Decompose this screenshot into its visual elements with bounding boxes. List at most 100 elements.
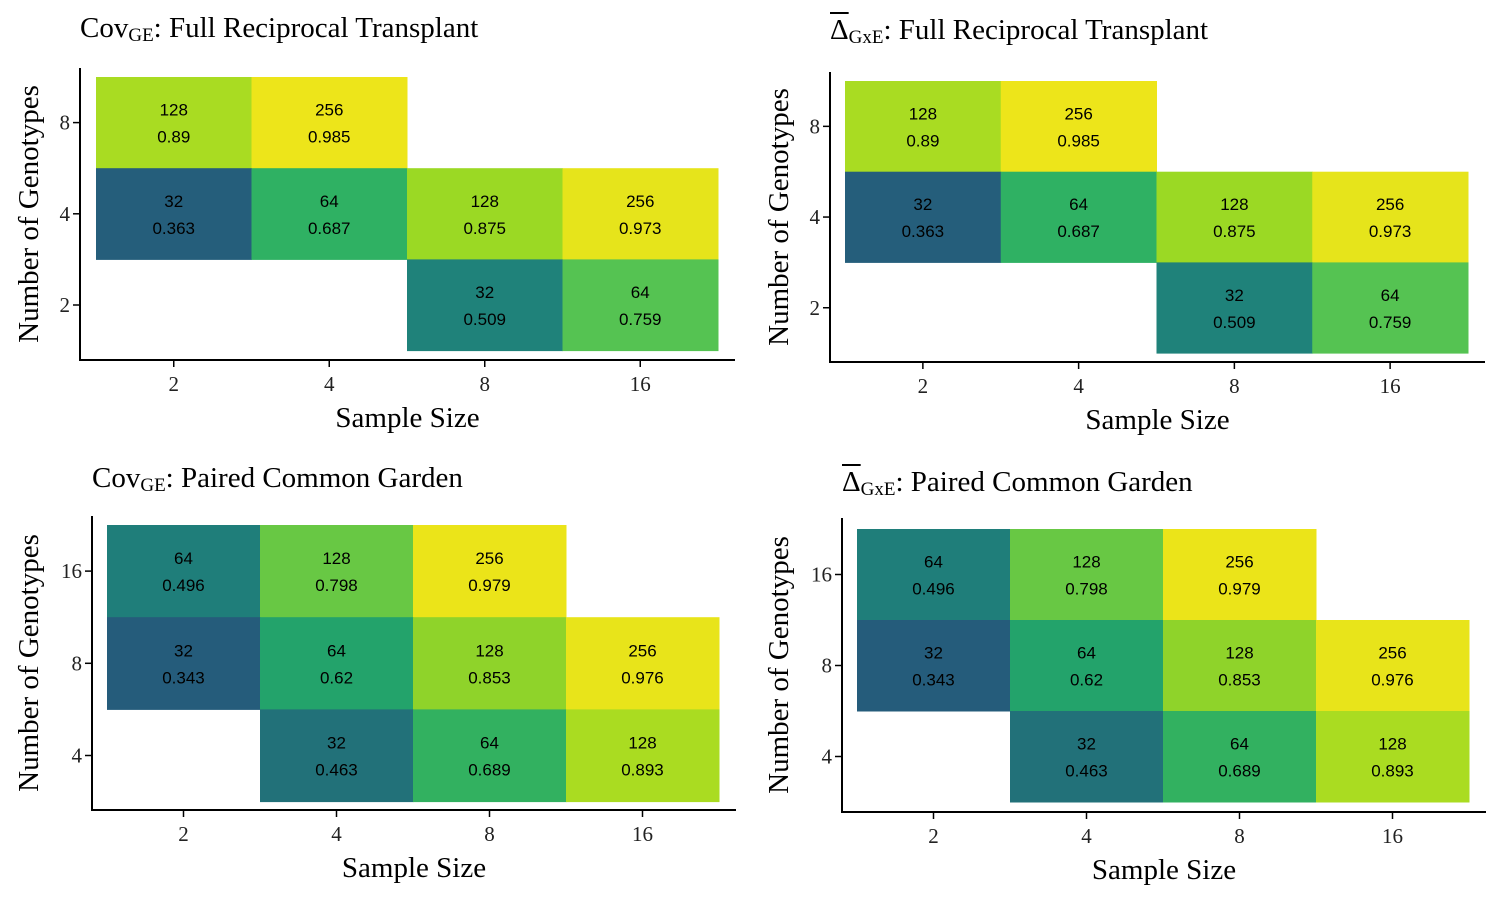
cell-power-value: 0.62 [1070,671,1103,690]
panel-4-title-rest: : Paired Common Garden [895,466,1193,498]
cell-sample-count: 64 [1230,735,1249,754]
heatmap-cell [845,81,1002,173]
cell-power-value: 0.853 [468,668,511,687]
cell-sample-count: 128 [322,549,350,568]
heatmap-cell [413,525,567,618]
heatmap-cell [1000,171,1157,263]
x-axis-title: Sample Size [342,852,486,884]
cell-sample-count: 32 [924,644,943,663]
panel-4-heatmap: 64 0.496 128 0.798 256 0.979 32 0.343 64 0.62 128 0… [763,518,1486,886]
heatmap-cell [1010,711,1164,803]
cell-power-value: 0.687 [308,219,351,238]
cell-sample-count: 128 [475,641,503,660]
x-axis-title: Sample Size [335,402,479,434]
panel-2-title: ΔGxE: Full Reciprocal Transplant [830,14,1209,48]
x-tick-label: 16 [1382,824,1403,848]
y-axis-title: Number of Genotypes [763,88,795,346]
panel-2-heatmap: 128 0.89 256 0.985 32 0.363 64 0.687 128 0.875 256… [763,72,1485,436]
panel-3-title: CovGE: Paired Common Garden [92,462,463,496]
cell-power-value: 0.973 [1369,222,1412,241]
panel-3-heatmap: 64 0.496 128 0.798 256 0.979 32 0.343 64 0.62 128 0… [13,516,736,884]
x-tick-label: 16 [630,372,651,396]
cell-sample-count: 64 [924,553,943,572]
heatmap-cell [1163,711,1317,803]
cell-sample-count: 64 [327,641,346,660]
y-tick-label: 8 [60,111,71,135]
heatmap-cell [407,259,563,352]
cell-sample-count: 64 [1077,644,1096,663]
heatmap-cell [1163,620,1317,712]
cell-sample-count: 64 [480,734,499,753]
cell-sample-count: 128 [1220,195,1248,214]
cell-sample-count: 128 [1378,735,1406,754]
heatmap-cell [857,620,1011,712]
panel-3-title-rest: : Paired Common Garden [165,462,463,494]
cell-sample-count: 32 [174,641,193,660]
panel-2-title-rest: : Full Reciprocal Transplant [883,14,1209,46]
heatmap-cell [251,77,408,169]
panel-3-title-main: Cov [92,462,141,494]
cell-sample-count: 128 [471,192,499,211]
cell-power-value: 0.463 [315,761,358,780]
cell-sample-count: 256 [1225,553,1253,572]
cell-sample-count: 64 [1381,286,1400,305]
x-tick-label: 2 [169,372,180,396]
y-axis-title: Number of Genotypes [763,536,795,794]
cell-sample-count: 256 [1376,195,1404,214]
cell-power-value: 0.976 [621,668,664,687]
cell-power-value: 0.759 [619,310,662,329]
cell-sample-count: 256 [628,641,656,660]
x-tick-label: 2 [918,374,929,398]
cell-power-value: 0.689 [468,761,511,780]
cell-power-value: 0.979 [468,576,511,595]
cell-sample-count: 32 [327,734,346,753]
cell-sample-count: 256 [1378,644,1406,663]
cell-power-value: 0.875 [1213,222,1256,241]
heatmap-cell [96,77,252,169]
heatmap-cell [96,168,252,260]
cell-power-value: 0.62 [320,668,353,687]
cell-power-value: 0.509 [463,310,506,329]
cell-power-value: 0.893 [1371,762,1414,781]
cell-power-value: 0.463 [1065,762,1108,781]
y-tick-label: 16 [61,559,82,583]
heatmap-cell [1156,171,1313,263]
heatmap-cell [260,525,414,618]
heatmap-cell [107,525,261,618]
x-axis-title: Sample Size [1085,404,1229,436]
cell-sample-count: 32 [1077,735,1096,754]
heatmap-cell [1156,262,1313,354]
panel-1-title-main: Cov [80,12,129,44]
cell-power-value: 0.973 [619,219,662,238]
cell-sample-count: 128 [160,101,188,120]
heatmap-cell [1312,171,1469,263]
x-tick-label: 2 [178,822,189,846]
cell-power-value: 0.496 [912,580,955,599]
cell-power-value: 0.985 [308,128,351,147]
cell-power-value: 0.689 [1218,762,1261,781]
cell-sample-count: 128 [628,734,656,753]
y-tick-label: 8 [810,114,821,138]
x-tick-label: 4 [1073,374,1084,398]
y-tick-label: 2 [60,293,71,317]
cell-sample-count: 32 [475,283,494,302]
panel-1-title-rest: : Full Reciprocal Transplant [153,12,479,44]
cell-power-value: 0.343 [162,668,205,687]
y-tick-label: 4 [810,205,821,229]
panel-3-title-sub: GE [140,475,166,496]
heatmap-cell [566,709,720,803]
cell-power-value: 0.343 [912,671,955,690]
heatmap-cell [1316,620,1470,712]
heatmap-cell [407,168,563,260]
cell-sample-count: 256 [626,192,654,211]
y-axis-title: Number of Genotypes [13,85,45,343]
y-tick-label: 2 [810,296,821,320]
cell-power-value: 0.687 [1057,222,1100,241]
heatmap-cell [857,529,1011,621]
x-tick-label: 8 [480,372,491,396]
x-axis-title: Sample Size [1092,854,1236,886]
y-tick-label: 8 [822,654,833,678]
cell-power-value: 0.363 [152,219,195,238]
cell-power-value: 0.875 [463,219,506,238]
x-tick-label: 4 [331,822,342,846]
